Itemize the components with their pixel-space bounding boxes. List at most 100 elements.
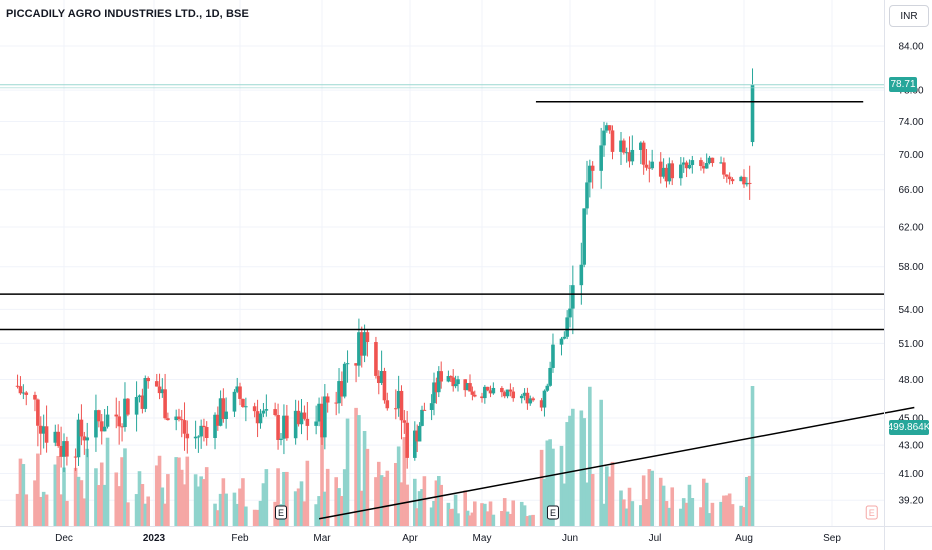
volume-bar	[238, 488, 242, 526]
volume-bar	[402, 437, 407, 526]
candle-body	[24, 392, 29, 395]
volume-bar	[439, 484, 443, 526]
candle-body	[325, 396, 330, 403]
volume-bar	[483, 503, 487, 526]
volume-bar	[357, 415, 361, 526]
volume-bar	[252, 509, 257, 526]
candle-body	[647, 167, 652, 169]
candle-body	[722, 162, 726, 175]
volume-bar	[519, 501, 524, 526]
candle-body	[157, 386, 162, 394]
candle-body	[650, 161, 654, 169]
candle-body	[94, 410, 98, 438]
volume-bar	[296, 488, 301, 526]
last-volume-label: 499.864K	[887, 420, 931, 435]
volume-bar	[117, 486, 121, 526]
candle-body	[376, 375, 381, 383]
volume-bar	[548, 439, 552, 526]
volume-bar	[376, 461, 381, 526]
volume-bar	[667, 507, 672, 526]
volume-bar	[65, 500, 69, 526]
candle-body	[551, 344, 555, 368]
volume-bar	[684, 502, 689, 526]
candle-body	[340, 381, 344, 397]
volume-bar	[627, 487, 632, 526]
candle-body	[334, 402, 338, 404]
candle-body	[235, 386, 240, 392]
volume-bar	[82, 498, 87, 526]
volume-bar	[562, 483, 567, 526]
volume-bar	[508, 513, 513, 526]
volume-bar	[340, 496, 344, 526]
candle-body	[437, 371, 441, 393]
volume-bar	[196, 486, 201, 526]
volume-bar	[224, 493, 228, 526]
candle-body	[420, 409, 424, 426]
volume-bar	[62, 467, 66, 526]
volume-bar	[722, 495, 726, 526]
candle-body	[85, 437, 90, 441]
candle-body	[252, 406, 257, 412]
volume-bar	[163, 503, 167, 526]
candle-body	[177, 416, 181, 420]
x-tick-label: Jul	[649, 533, 662, 544]
candle-body	[182, 420, 187, 434]
candle-body	[396, 390, 401, 409]
x-tick-label: Apr	[402, 533, 418, 544]
volume-bar	[480, 503, 484, 526]
candle-body	[314, 421, 318, 426]
candle-body	[117, 416, 121, 427]
volume-bar	[647, 469, 652, 526]
volume-bar	[702, 478, 706, 526]
candle-body	[62, 441, 66, 457]
candle-body	[548, 367, 552, 386]
candle-body	[73, 456, 78, 458]
candle-body	[33, 394, 37, 400]
candle-body	[432, 382, 436, 404]
y-tick-label: 58.00	[898, 262, 923, 273]
volume-bar	[342, 469, 347, 526]
volume-bar	[345, 418, 350, 526]
volume-bar	[199, 476, 203, 526]
candle-body	[204, 427, 209, 438]
candle-body	[44, 426, 49, 443]
volume-bar	[235, 503, 240, 526]
volume-bar	[465, 510, 470, 526]
volume-bar	[565, 422, 569, 526]
volume-bar	[511, 500, 516, 526]
candle-body	[255, 411, 260, 424]
candle-body	[588, 165, 592, 183]
candle-body	[82, 436, 87, 441]
trend-line	[318, 406, 915, 520]
volume-bar	[710, 502, 715, 526]
earnings-marker: E	[865, 505, 878, 520]
volume-bar	[451, 508, 455, 526]
candle-body	[320, 403, 324, 438]
volume-bar	[385, 470, 390, 526]
candle-body	[154, 381, 159, 387]
volume-bar	[79, 480, 84, 526]
candle-body	[102, 426, 107, 432]
candle-body	[126, 398, 130, 415]
candle-body	[413, 430, 417, 458]
candle-body	[317, 403, 321, 422]
candle-body	[302, 412, 307, 419]
candle-body	[415, 430, 419, 442]
candle-body	[282, 415, 286, 439]
volume-bar	[446, 502, 451, 526]
currency-button[interactable]: INR	[889, 5, 929, 27]
candle-body	[439, 371, 443, 382]
y-tick-label: 51.00	[898, 339, 923, 350]
volume-bar	[434, 480, 439, 526]
candle-body	[627, 152, 632, 162]
volume-bar	[602, 503, 606, 526]
volume-bar	[334, 477, 338, 526]
candle-body	[202, 425, 206, 428]
volume-bar	[463, 490, 467, 526]
volume-bar	[258, 500, 263, 526]
volume-bar	[73, 467, 78, 526]
candle-body	[97, 410, 101, 422]
volume-bar	[585, 482, 589, 526]
